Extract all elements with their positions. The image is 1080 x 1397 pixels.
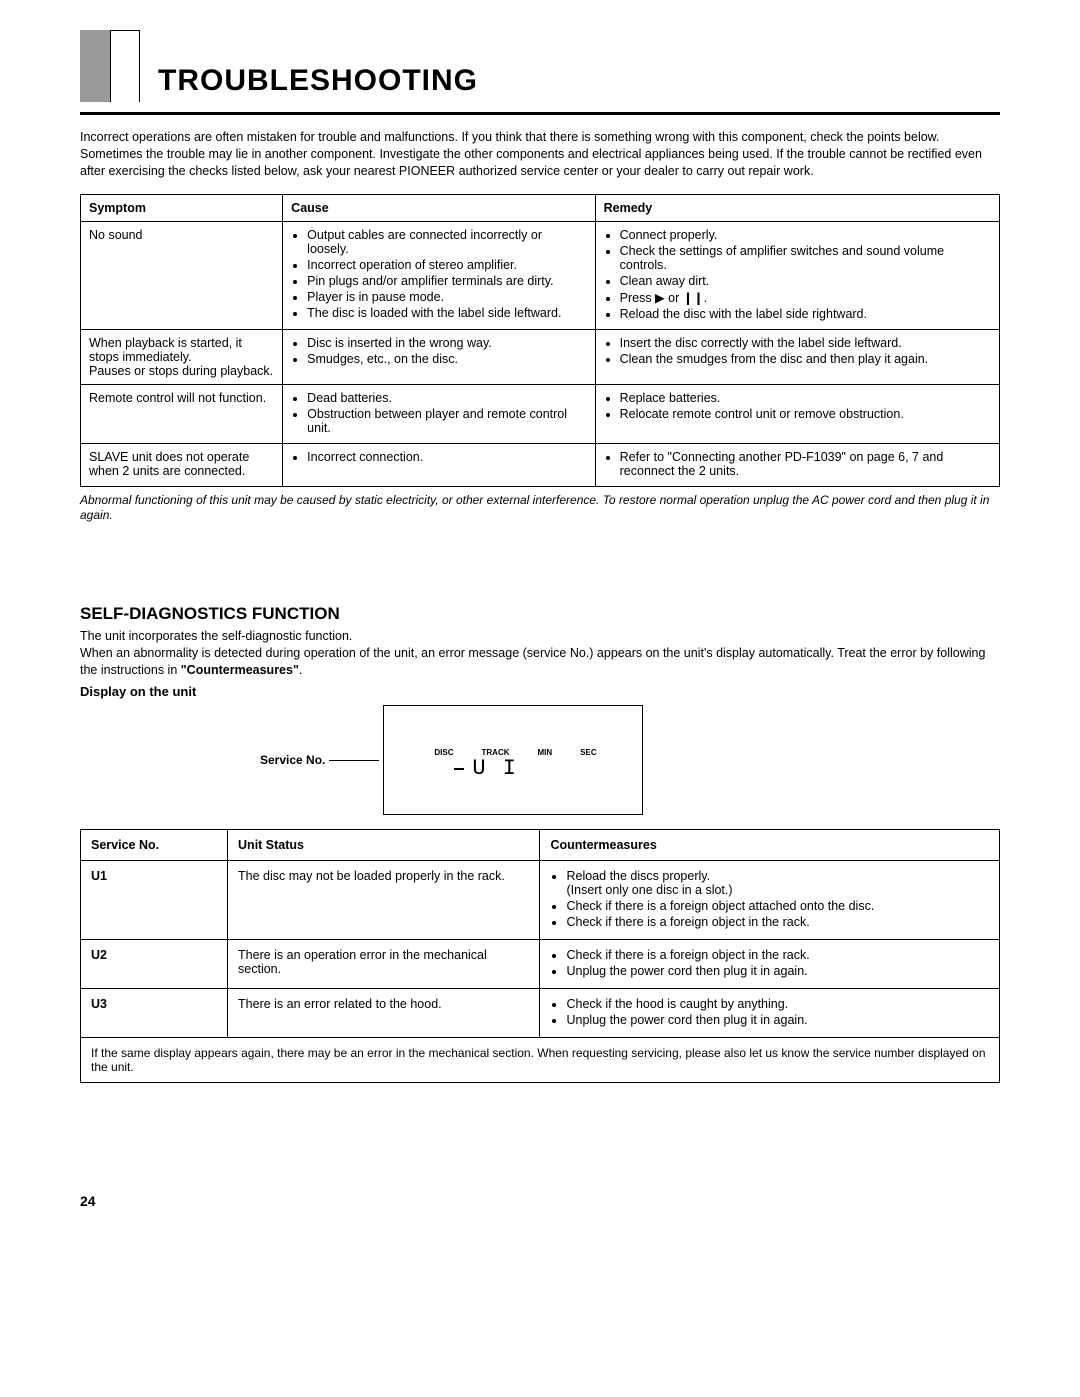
- page-title: TROUBLESHOOTING: [158, 64, 478, 102]
- segment-display: U I: [454, 758, 518, 780]
- list-item: Check the settings of amplifier switches…: [620, 244, 991, 272]
- list-item: Insert the disc correctly with the label…: [620, 336, 991, 350]
- symptom-cell: No sound: [81, 221, 283, 329]
- list-item: Press ▶ or ❙❙.: [620, 290, 991, 305]
- list-item: Disc is inserted in the wrong way.: [307, 336, 586, 350]
- list-item: Unplug the power cord then plug it in ag…: [566, 1013, 989, 1027]
- symptom-cell: SLAVE unit does not operate when 2 units…: [81, 443, 283, 486]
- col-countermeasures: Countermeasures: [540, 830, 1000, 861]
- cause-cell: Disc is inserted in the wrong way. Smudge…: [283, 329, 595, 384]
- table-row: U2There is an operation error in the mec…: [81, 940, 1000, 989]
- list-item: Obstruction between player and remote co…: [307, 407, 586, 435]
- service-no-cell: U1: [81, 861, 228, 940]
- countermeasures-cell: Check if there is a foreign object in th…: [540, 940, 1000, 989]
- remedy-cell: Replace batteries. Relocate remote contro…: [595, 384, 999, 443]
- col-unit-status: Unit Status: [228, 830, 540, 861]
- cause-cell: Dead batteries. Obstruction between playe…: [283, 384, 595, 443]
- tab-gray: [80, 30, 110, 102]
- page-number: 24: [80, 1193, 1000, 1209]
- display-label: Display on the unit: [80, 684, 1000, 699]
- display-panel-row: Service No. DISCTRACKMINSEC U I: [80, 705, 1000, 815]
- list-item: Incorrect connection.: [307, 450, 586, 464]
- status-cell: The disc may not be loaded properly in t…: [228, 861, 540, 940]
- segment-dash: [454, 768, 464, 770]
- selfdiag-title: SELF-DIAGNOSTICS FUNCTION: [80, 604, 1000, 624]
- list-item: Pin plugs and/or amplifier terminals are…: [307, 274, 586, 288]
- col-cause: Cause: [283, 194, 595, 221]
- list-item: Reload the discs properly.(Insert only o…: [566, 869, 989, 897]
- tab-outline: [110, 30, 140, 102]
- list-item: Output cables are connected incorrectly …: [307, 228, 586, 256]
- symptom-cell: When playback is started, it stops immed…: [81, 329, 283, 384]
- list-item: Dead batteries.: [307, 391, 586, 405]
- display-box: DISCTRACKMINSEC U I: [383, 705, 643, 815]
- list-item: The disc is loaded with the label side l…: [307, 306, 586, 320]
- cause-cell: Output cables are connected incorrectly …: [283, 221, 595, 329]
- list-item: Check if the hood is caught by anything.: [566, 997, 989, 1011]
- remedy-cell: Refer to "Connecting another PD-F1039" o…: [595, 443, 999, 486]
- table-row: SLAVE unit does not operate when 2 units…: [81, 443, 1000, 486]
- col-service-no: Service No.: [81, 830, 228, 861]
- list-item: Reload the disc with the label side righ…: [620, 307, 991, 321]
- diagnostics-table: Service No. Unit Status Countermeasures …: [80, 829, 1000, 1083]
- list-item: Unplug the power cord then plug it in ag…: [566, 964, 989, 978]
- col-remedy: Remedy: [595, 194, 999, 221]
- table-row: U3There is an error related to the hood.…: [81, 989, 1000, 1038]
- list-item: Clean away dirt.: [620, 274, 991, 288]
- header-tabs: [80, 30, 140, 102]
- troubleshooting-table: Symptom Cause Remedy No sound Output cabl…: [80, 194, 1000, 487]
- display-indicator: SEC: [580, 748, 596, 757]
- list-item: Connect properly.: [620, 228, 991, 242]
- diag-note: If the same display appears again, there…: [81, 1038, 1000, 1083]
- header-block: TROUBLESHOOTING: [80, 30, 1000, 102]
- footnote: Abnormal functioning of this unit may be…: [80, 493, 1000, 524]
- countermeasures-cell: Reload the discs properly.(Insert only o…: [540, 861, 1000, 940]
- countermeasures-cell: Check if the hood is caught by anything.…: [540, 989, 1000, 1038]
- col-symptom: Symptom: [81, 194, 283, 221]
- service-no-cell: U3: [81, 989, 228, 1038]
- service-no-cell: U2: [81, 940, 228, 989]
- table-row: No sound Output cables are connected inco…: [81, 221, 1000, 329]
- list-item: Replace batteries.: [620, 391, 991, 405]
- segment-text: U I: [472, 758, 518, 780]
- table-row: U1The disc may not be loaded properly in…: [81, 861, 1000, 940]
- diag-note-row: If the same display appears again, there…: [81, 1038, 1000, 1083]
- list-item: Clean the smudges from the disc and then…: [620, 352, 991, 366]
- table-row: Remote control will not function.Dead ba…: [81, 384, 1000, 443]
- list-item: Player is in pause mode.: [307, 290, 586, 304]
- lead-line: [329, 760, 379, 761]
- list-item: Check if there is a foreign object attac…: [566, 899, 989, 913]
- table-row: When playback is started, it stops immed…: [81, 329, 1000, 384]
- list-item: Refer to "Connecting another PD-F1039" o…: [620, 450, 991, 478]
- display-indicator: DISC: [434, 748, 453, 757]
- remedy-cell: Insert the disc correctly with the label…: [595, 329, 999, 384]
- remedy-cell: Connect properly. Check the settings of a…: [595, 221, 999, 329]
- display-indicator: MIN: [538, 748, 553, 757]
- list-item: Smudges, etc., on the disc.: [307, 352, 586, 366]
- selfdiag-intro: The unit incorporates the self-diagnosti…: [80, 628, 1000, 679]
- list-item: Relocate remote control unit or remove o…: [620, 407, 991, 421]
- header-rule: [80, 112, 1000, 115]
- service-no-label: Service No.: [260, 753, 325, 767]
- intro-paragraph: Incorrect operations are often mistaken …: [80, 129, 1000, 180]
- list-item: Incorrect operation of stereo amplifier.: [307, 258, 586, 272]
- status-cell: There is an operation error in the mecha…: [228, 940, 540, 989]
- list-item: Check if there is a foreign object in th…: [566, 915, 989, 929]
- symptom-cell: Remote control will not function.: [81, 384, 283, 443]
- cause-cell: Incorrect connection.: [283, 443, 595, 486]
- list-item: Check if there is a foreign object in th…: [566, 948, 989, 962]
- status-cell: There is an error related to the hood.: [228, 989, 540, 1038]
